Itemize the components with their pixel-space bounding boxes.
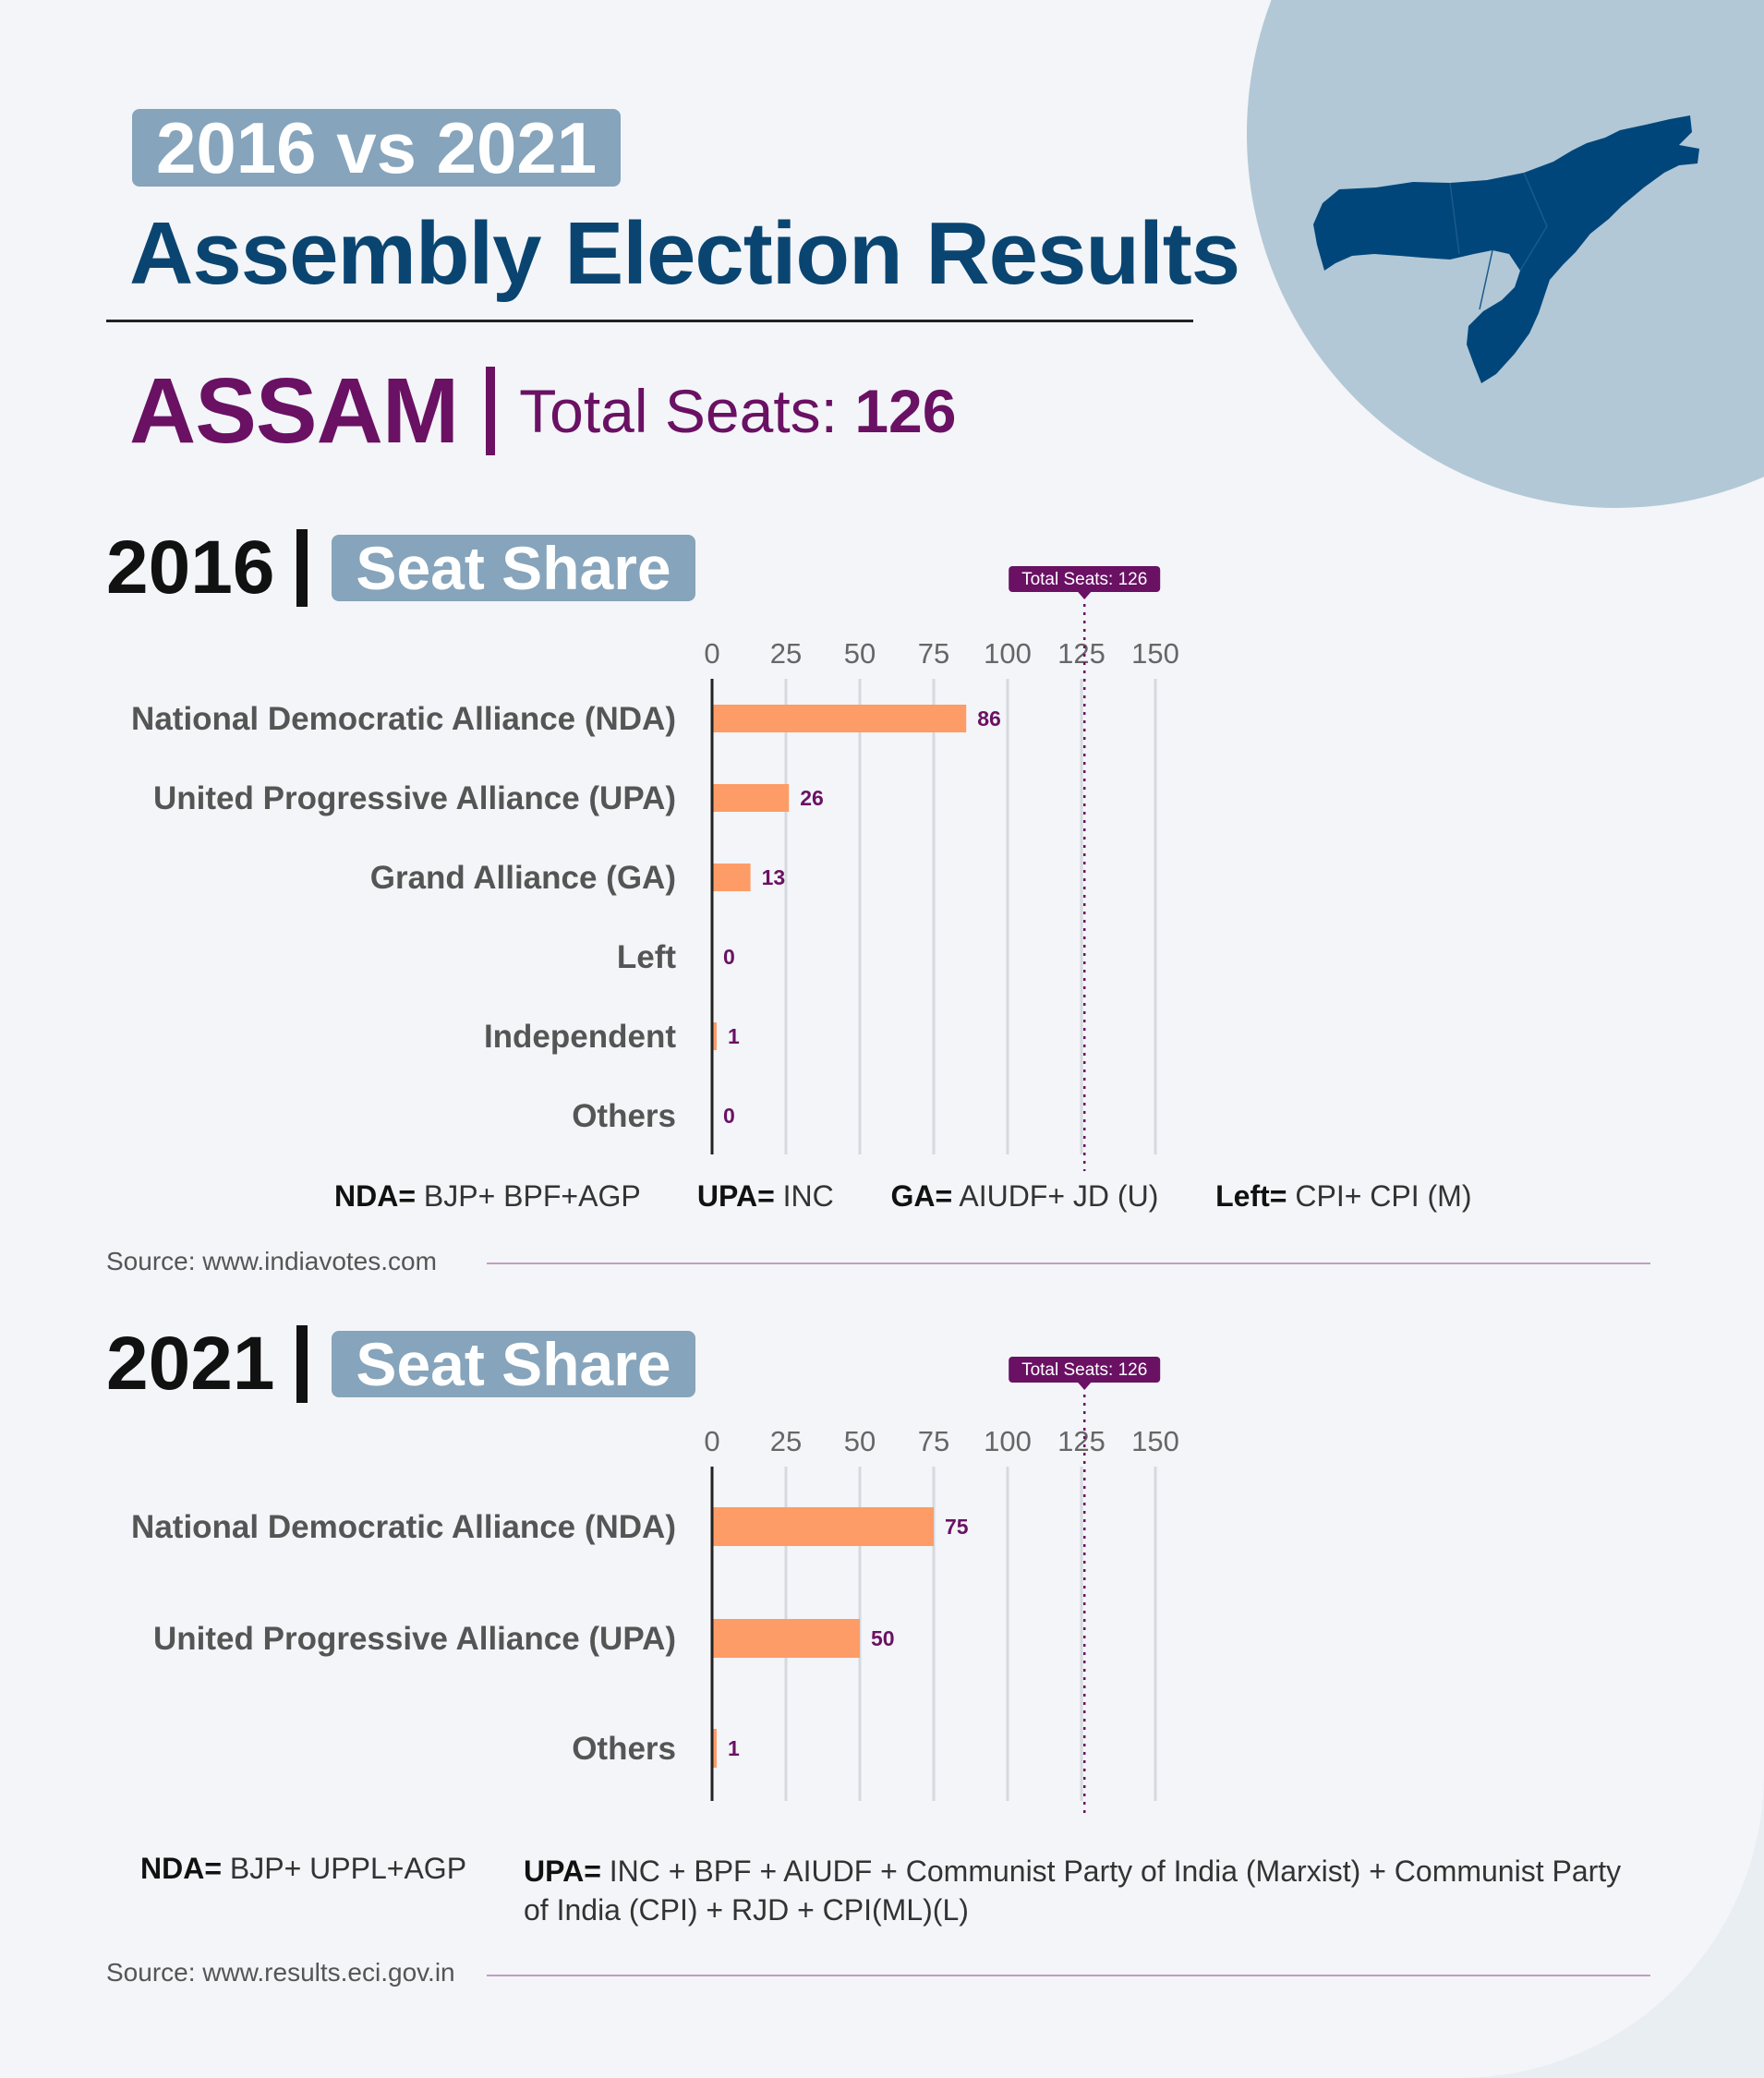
total-seats-tag-label: Total Seats: 126 <box>1021 1360 1147 1380</box>
bar <box>712 864 751 891</box>
category-label: Others <box>572 1731 676 1767</box>
data-label: 13 <box>762 865 786 889</box>
x-tick-label: 150 <box>1131 1425 1179 1457</box>
source-2021: Source: www.results.eci.gov.in <box>106 1958 455 1987</box>
section-2021-badge: Seat Share <box>332 1331 695 1397</box>
data-label: 50 <box>871 1626 895 1650</box>
total-seats-tag <box>1009 1357 1161 1383</box>
x-tick-label: 25 <box>770 637 802 670</box>
bar <box>712 784 790 812</box>
x-tick-label: 125 <box>1057 1425 1106 1457</box>
page-title: Assembly Election Results <box>129 204 1240 303</box>
legend-2016-ga: GA= AIUDF+ JD (U) <box>890 1179 1159 1213</box>
section-2021-separator <box>296 1325 308 1403</box>
bar <box>712 705 967 732</box>
total-seats-tag-pointer <box>1078 592 1092 599</box>
legend-2016-nda: NDA= BJP+ BPF+AGP <box>334 1179 641 1213</box>
category-label: United Progressive Alliance (UPA) <box>153 780 676 816</box>
category-label: Left <box>617 939 677 975</box>
category-label: United Progressive Alliance (UPA) <box>153 1621 676 1657</box>
state-name: ASSAM <box>129 359 459 463</box>
state-heading: ASSAM Total Seats: 126 <box>129 356 956 466</box>
section-2021-heading: 2021 Seat Share <box>106 1323 695 1406</box>
comparison-badge: 2016 vs 2021 <box>132 109 622 187</box>
x-tick-label: 150 <box>1131 637 1179 670</box>
x-tick-label: 25 <box>770 1425 802 1457</box>
source-2021-divider <box>487 1975 1650 1976</box>
x-tick-label: 50 <box>844 637 876 670</box>
legend-2021-nda: NDA= BJP+ UPPL+AGP <box>140 1852 467 1885</box>
data-label: 75 <box>945 1515 969 1539</box>
data-label: 1 <box>728 1736 740 1760</box>
bar <box>712 1022 717 1050</box>
source-2016-divider <box>487 1263 1650 1264</box>
legend-2016-upa: UPA= INC <box>696 1179 834 1213</box>
category-label: Others <box>572 1098 676 1134</box>
x-tick-label: 0 <box>704 637 719 670</box>
data-label: 1 <box>728 1024 740 1048</box>
legend-2016-left: Left= CPI+ CPI (M) <box>1215 1179 1472 1213</box>
total-seats-label: Total Seats: <box>519 377 838 445</box>
data-label: 86 <box>977 707 1001 731</box>
section-2021-year: 2021 <box>106 1322 275 1406</box>
category-label: National Democratic Alliance (NDA) <box>131 1509 676 1545</box>
legend-2016: NDA= BJP+ BPF+AGP UPA= INC GA= AIUDF+ JD… <box>334 1179 1471 1214</box>
state-separator <box>486 367 496 455</box>
category-label: Grand Alliance (GA) <box>370 860 676 896</box>
total-seats-tag-pointer <box>1078 1383 1092 1390</box>
section-2016-heading: 2016 Seat Share <box>106 526 695 610</box>
title-divider <box>106 320 1193 322</box>
category-label: Independent <box>484 1019 676 1055</box>
section-2016-badge: Seat Share <box>332 535 695 601</box>
x-tick-label: 100 <box>984 1425 1032 1457</box>
x-tick-label: 75 <box>918 1425 949 1457</box>
x-tick-label: 0 <box>704 1425 719 1457</box>
section-2016-separator <box>296 529 308 607</box>
source-2016: Source: www.indiavotes.com <box>106 1247 437 1275</box>
assam-map-icon <box>1313 115 1699 383</box>
x-tick-label: 75 <box>918 637 949 670</box>
legend-2021-upa: UPA= INC + BPF + AIUDF + Communist Party… <box>524 1854 1622 1927</box>
bar <box>712 1507 934 1546</box>
total-seats-tag <box>1009 566 1161 592</box>
total-seats-value: 126 <box>854 377 957 445</box>
x-tick-label: 125 <box>1057 637 1106 670</box>
data-label: 26 <box>800 786 824 810</box>
data-label: 0 <box>723 945 735 969</box>
bar <box>712 1619 860 1658</box>
x-tick-label: 100 <box>984 637 1032 670</box>
data-label: 0 <box>723 1104 735 1128</box>
x-tick-label: 50 <box>844 1425 876 1457</box>
bar <box>712 1729 717 1768</box>
total-seats: Total Seats: 126 <box>519 356 956 466</box>
total-seats-tag-label: Total Seats: 126 <box>1021 570 1147 589</box>
section-2016-year: 2016 <box>106 526 275 610</box>
category-label: National Democratic Alliance (NDA) <box>131 701 676 737</box>
